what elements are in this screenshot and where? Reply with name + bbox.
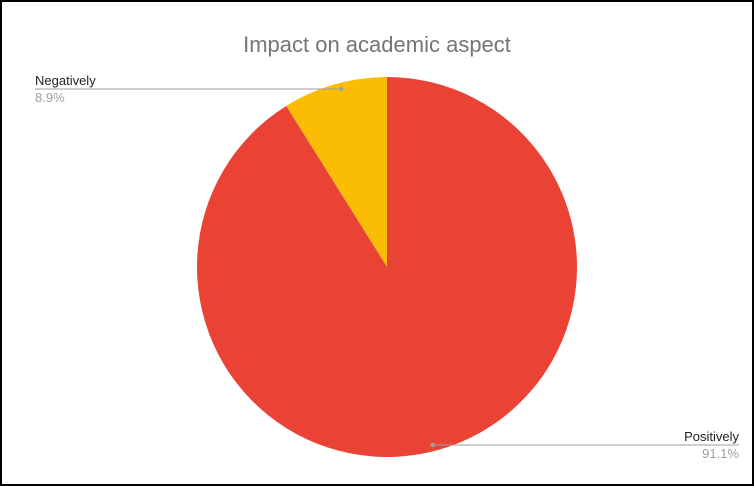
leader-dot-negatively — [339, 86, 344, 92]
slice-percent-negatively: 8.9% — [35, 90, 65, 105]
slice-label-negatively: Negatively — [35, 73, 96, 88]
chart-title: Impact on academic aspect — [243, 32, 511, 57]
leader-dot-positively — [430, 442, 435, 448]
slice-percent-positively: 91.1% — [702, 446, 739, 461]
pie-slice-negatively — [286, 77, 387, 267]
pie-slice-positively — [197, 77, 578, 457]
slice-label-positively: Positively — [684, 429, 739, 444]
